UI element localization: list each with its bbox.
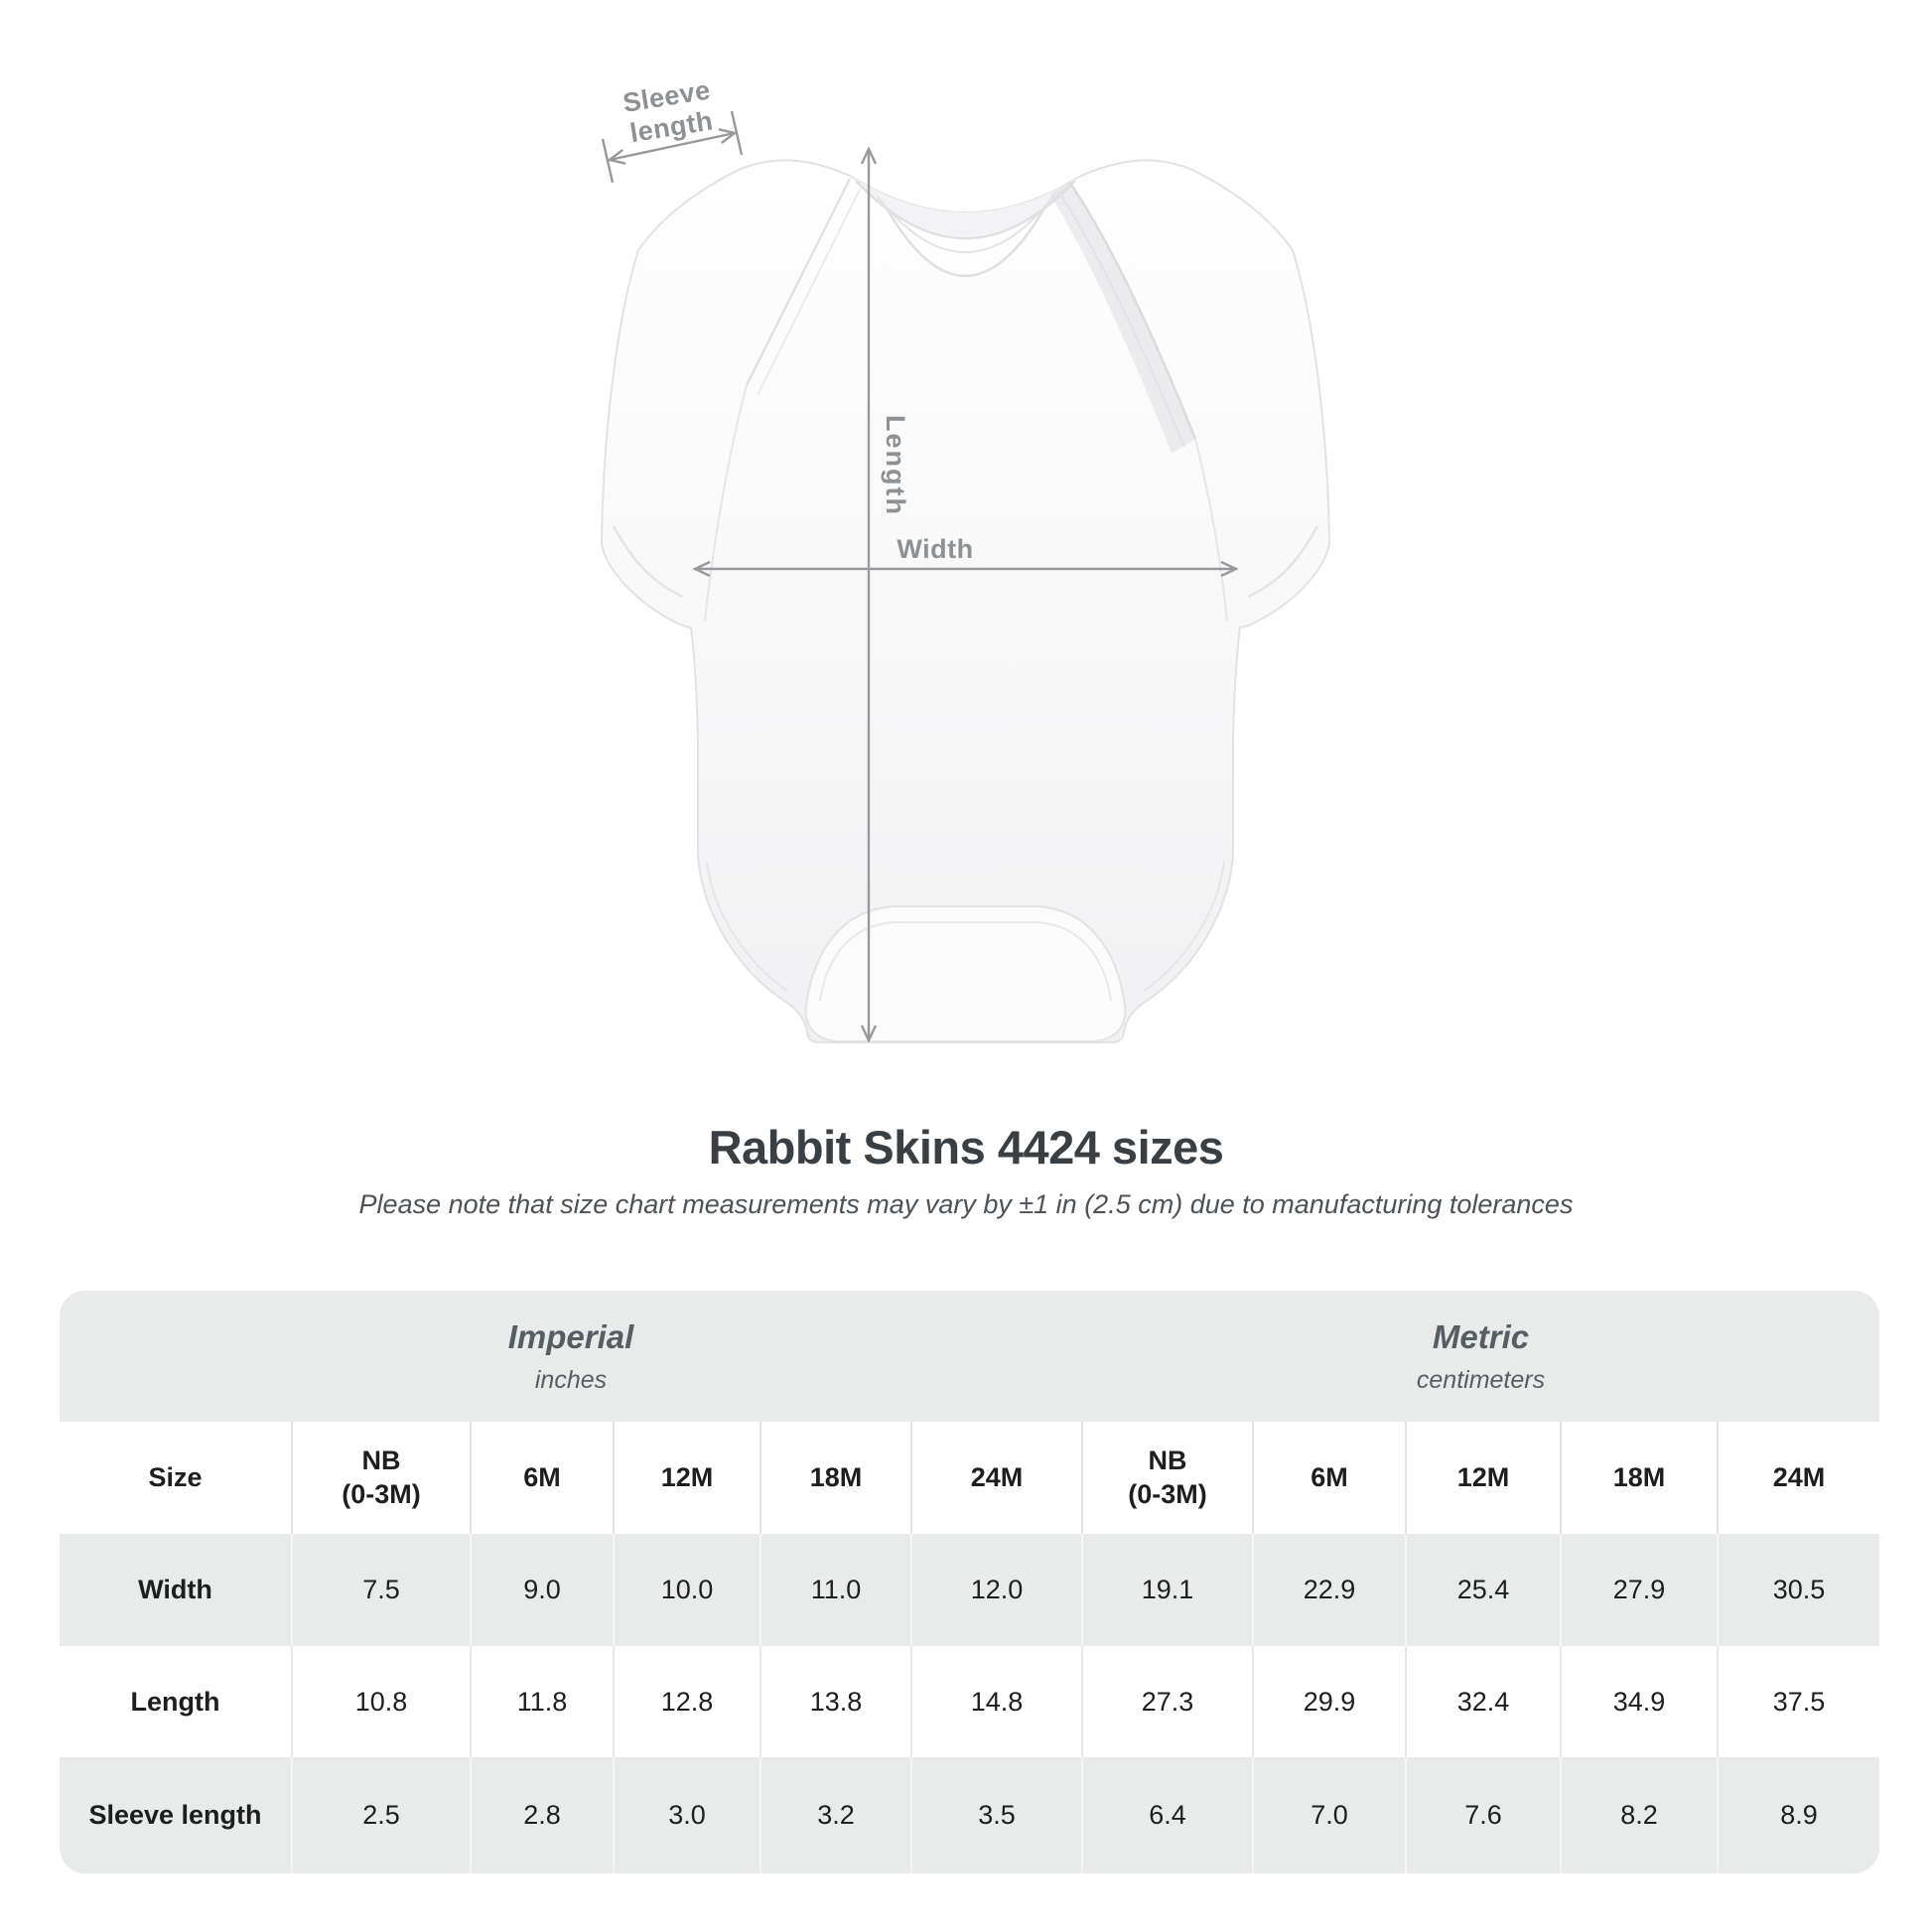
sleeve-24m-in: 3.5 xyxy=(910,1757,1082,1873)
sleeve-18m-in: 3.2 xyxy=(759,1757,911,1873)
length-6m-cm: 29.9 xyxy=(1252,1646,1406,1757)
col-header-12m-metric: 12M xyxy=(1405,1422,1561,1534)
col-header-nb-metric: NB (0-3M) xyxy=(1081,1422,1253,1534)
imperial-group-header: Imperial inches xyxy=(60,1291,1082,1422)
length-24m-cm: 37.5 xyxy=(1717,1646,1879,1757)
width-24m-cm: 30.5 xyxy=(1717,1534,1879,1646)
col-header-6m-metric: 6M xyxy=(1252,1422,1406,1534)
metric-units: centimeters xyxy=(1416,1365,1546,1394)
length-18m-in: 13.8 xyxy=(759,1646,911,1757)
col-header-12m-imperial: 12M xyxy=(613,1422,760,1534)
bodysuit-diagram: Sleeve length Length Width xyxy=(600,74,1331,1043)
sleeve-18m-cm: 8.2 xyxy=(1560,1757,1718,1873)
width-6m-in: 9.0 xyxy=(470,1534,614,1646)
unit-group-row: Imperial inches Metric centimeters xyxy=(60,1291,1879,1422)
measurement-arrows xyxy=(601,110,1236,1040)
sleeve-24m-cm: 8.9 xyxy=(1717,1757,1879,1873)
size-header-row: Size NB (0-3M) 6M 12M 18M 24M NB (0-3M) … xyxy=(60,1422,1879,1534)
length-18m-cm: 34.9 xyxy=(1560,1646,1718,1757)
tolerance-note: Please note that size chart measurements… xyxy=(358,1189,1574,1219)
col-header-24m-imperial: 24M xyxy=(910,1422,1082,1534)
onesie-silhouette xyxy=(600,159,1331,1043)
sleeve-12m-in: 3.0 xyxy=(613,1757,760,1873)
length-6m-in: 11.8 xyxy=(470,1646,614,1757)
width-18m-cm: 27.9 xyxy=(1560,1534,1718,1646)
col-header-24m-metric: 24M xyxy=(1717,1422,1879,1534)
size-table: Imperial inches Metric centimeters Size … xyxy=(60,1291,1879,1873)
bodysuit-graphic xyxy=(600,110,1331,1043)
length-12m-in: 12.8 xyxy=(613,1646,760,1757)
table-row-width: Width 7.5 9.0 10.0 11.0 12.0 19.1 22.9 2… xyxy=(60,1534,1879,1646)
width-12m-in: 10.0 xyxy=(613,1534,760,1646)
sleeve-6m-in: 2.8 xyxy=(470,1757,614,1873)
table-row-sleeve-length: Sleeve length 2.5 2.8 3.0 3.2 3.5 6.4 7.… xyxy=(60,1757,1879,1873)
length-nb-in: 10.8 xyxy=(291,1646,471,1757)
width-nb-in: 7.5 xyxy=(291,1534,471,1646)
row-label-sleeve-length: Sleeve length xyxy=(60,1757,292,1873)
row-label-width: Width xyxy=(60,1534,292,1646)
metric-label: Metric xyxy=(1432,1317,1530,1355)
col-header-nb-imperial: NB (0-3M) xyxy=(291,1422,471,1534)
length-label: Length xyxy=(881,415,910,516)
width-nb-cm: 19.1 xyxy=(1081,1534,1253,1646)
width-12m-cm: 25.4 xyxy=(1405,1534,1561,1646)
width-18m-in: 11.0 xyxy=(759,1534,911,1646)
imperial-label: Imperial xyxy=(507,1317,634,1355)
sleeve-12m-cm: 7.6 xyxy=(1405,1757,1561,1873)
sleeve-nb-cm: 6.4 xyxy=(1081,1757,1253,1873)
col-header-18m-imperial: 18M xyxy=(759,1422,911,1534)
length-nb-cm: 27.3 xyxy=(1081,1646,1253,1757)
page-title: Rabbit Skins 4424 sizes xyxy=(708,1121,1224,1173)
metric-group-header: Metric centimeters xyxy=(1082,1291,1879,1422)
col-header-18m-metric: 18M xyxy=(1560,1422,1718,1534)
sleeve-nb-in: 2.5 xyxy=(291,1757,471,1873)
col-header-6m-imperial: 6M xyxy=(470,1422,614,1534)
sleeve-length-arrow xyxy=(601,110,744,184)
sleeve-6m-cm: 7.0 xyxy=(1252,1757,1406,1873)
size-table-grid: Imperial inches Metric centimeters Size … xyxy=(60,1291,1879,1873)
width-6m-cm: 22.9 xyxy=(1252,1534,1406,1646)
row-label-length: Length xyxy=(60,1646,292,1757)
length-24m-in: 14.8 xyxy=(910,1646,1082,1757)
width-label: Width xyxy=(897,534,974,564)
col-header-size: Size xyxy=(60,1422,292,1534)
imperial-units: inches xyxy=(534,1365,608,1394)
length-12m-cm: 32.4 xyxy=(1405,1646,1561,1757)
width-24m-in: 12.0 xyxy=(910,1534,1082,1646)
table-row-length: Length 10.8 11.8 12.8 13.8 14.8 27.3 29.… xyxy=(60,1646,1879,1757)
